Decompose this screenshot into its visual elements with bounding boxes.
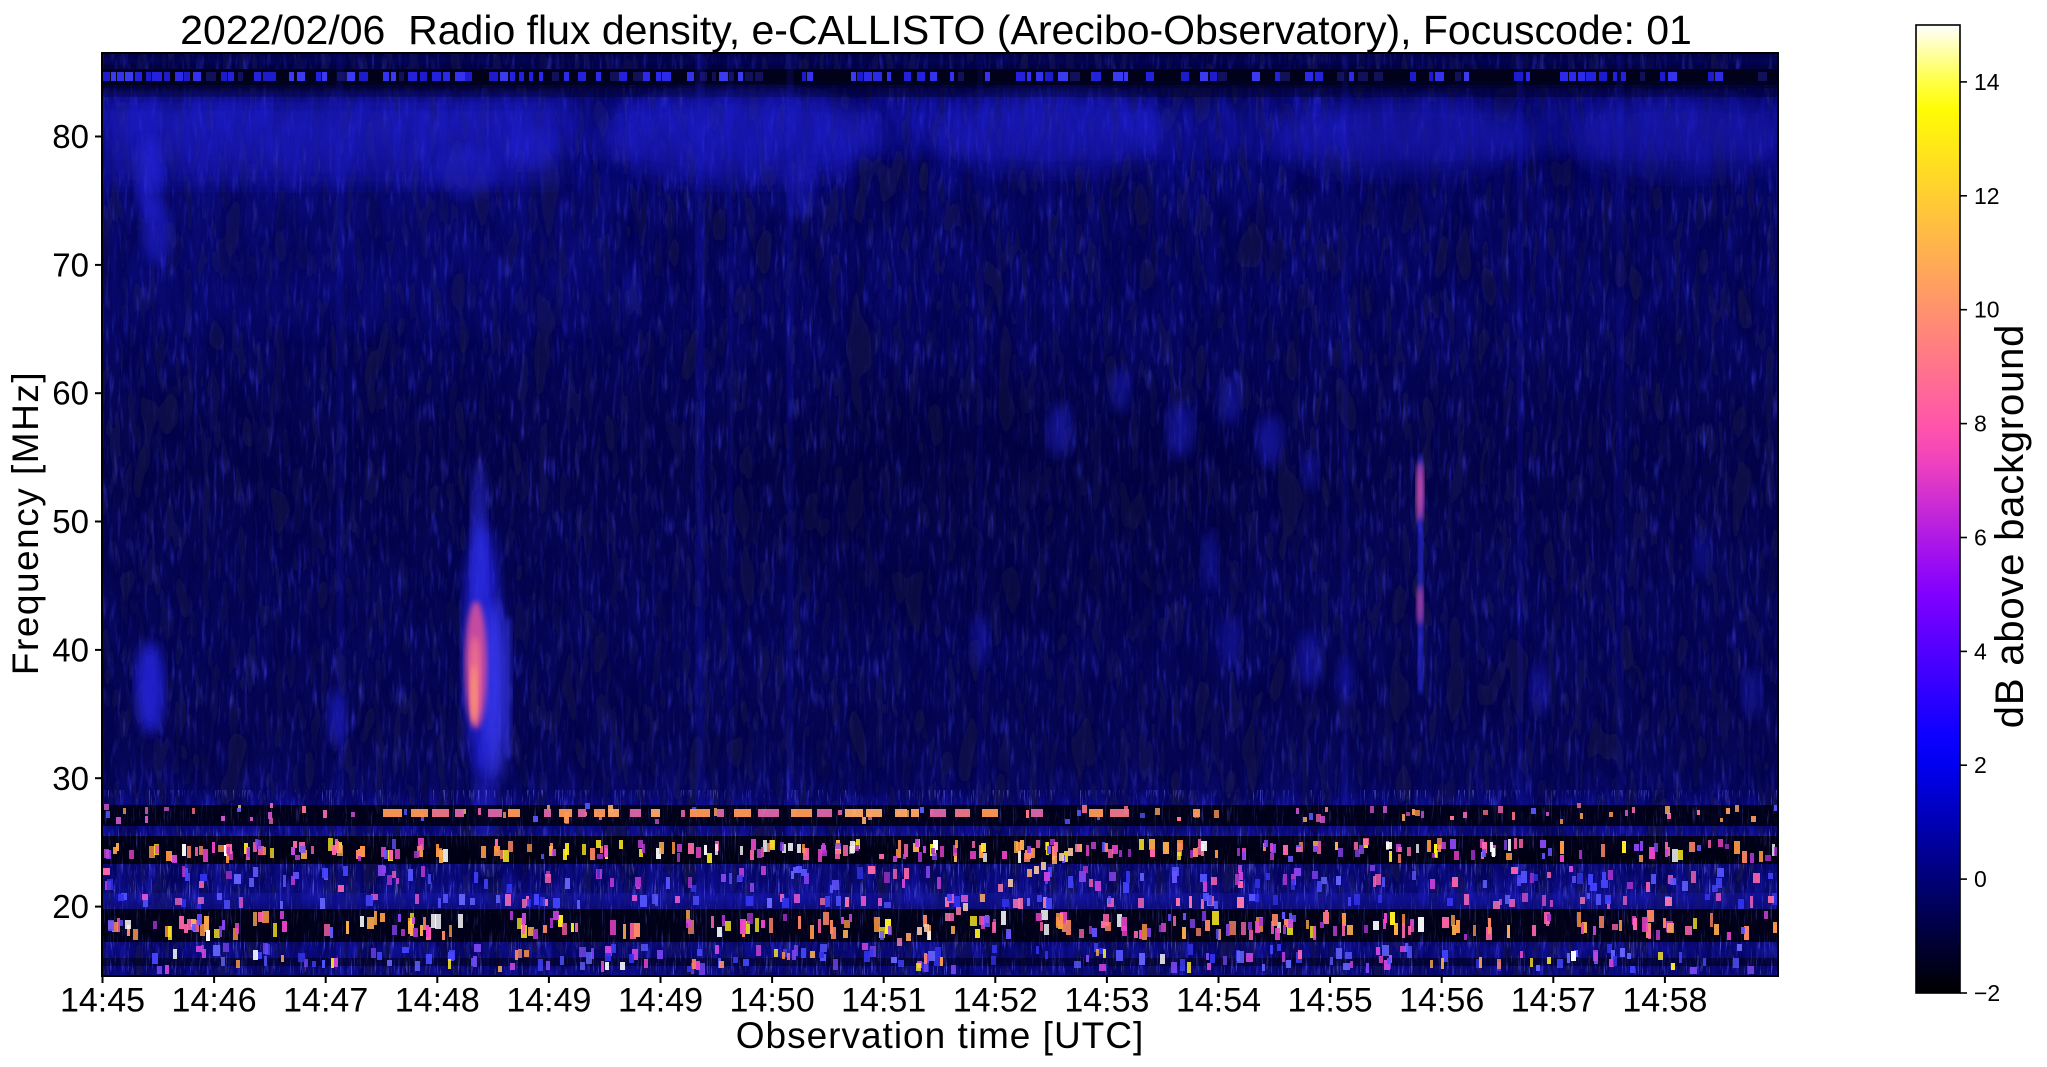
svg-text:14: 14 [1974, 69, 2000, 95]
svg-text:14:54: 14:54 [1176, 982, 1261, 1020]
svg-text:40: 40 [52, 631, 89, 668]
svg-text:50: 50 [52, 503, 89, 540]
svg-text:14:49: 14:49 [618, 982, 703, 1020]
svg-text:−2: −2 [1974, 980, 2000, 1006]
svg-text:14:47: 14:47 [283, 982, 368, 1020]
svg-text:20: 20 [52, 888, 89, 925]
svg-text:14:46: 14:46 [172, 982, 257, 1020]
svg-text:14:57: 14:57 [1511, 982, 1596, 1020]
svg-text:14:52: 14:52 [953, 982, 1038, 1020]
svg-text:Frequency [MHz]: Frequency [MHz] [5, 371, 46, 675]
svg-text:8: 8 [1974, 411, 1987, 437]
svg-text:14:58: 14:58 [1622, 982, 1707, 1020]
svg-text:0: 0 [1974, 866, 1987, 892]
svg-text:14:45: 14:45 [60, 982, 145, 1020]
svg-text:6: 6 [1974, 525, 1987, 551]
svg-text:14:53: 14:53 [1064, 982, 1149, 1020]
svg-text:14:50: 14:50 [730, 982, 815, 1020]
svg-text:14:55: 14:55 [1288, 982, 1373, 1020]
svg-text:12: 12 [1974, 183, 2000, 209]
svg-text:2: 2 [1974, 752, 1987, 778]
svg-text:Observation time [UTC]: Observation time [UTC] [736, 1015, 1145, 1056]
svg-text:14:51: 14:51 [841, 982, 926, 1020]
svg-text:70: 70 [52, 246, 89, 283]
svg-text:dB above background: dB above background [1988, 324, 2032, 728]
svg-text:60: 60 [52, 375, 89, 412]
svg-text:14:56: 14:56 [1399, 982, 1484, 1020]
svg-text:4: 4 [1974, 638, 1987, 664]
svg-text:2022/02/06 Radio flux density: 2022/02/06 Radio flux density, e-CALLIST… [180, 7, 1692, 53]
svg-text:10: 10 [1974, 297, 2000, 323]
svg-text:30: 30 [52, 760, 89, 797]
svg-text:14:48: 14:48 [395, 982, 480, 1020]
svg-text:14:49: 14:49 [506, 982, 591, 1020]
svg-text:80: 80 [52, 118, 89, 155]
